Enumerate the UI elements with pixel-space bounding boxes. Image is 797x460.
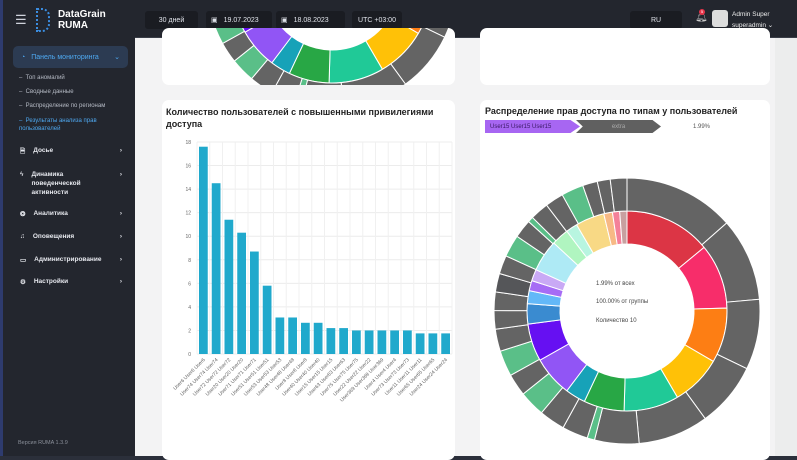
notification-badge: 5: [699, 9, 705, 15]
period-select[interactable]: 30 дней: [145, 11, 198, 29]
center-share-group: 100.00% от группы: [596, 299, 649, 305]
app-title: DataGrain RUMA: [57, 9, 106, 31]
bell-icon: ♫: [20, 233, 25, 240]
gear-icon: ⚙: [20, 279, 26, 286]
card-title: Распределение прав доступа по типам у по…: [485, 106, 738, 116]
bar[interactable]: [275, 317, 285, 354]
bar[interactable]: [288, 317, 297, 354]
y-tick-label: 8: [188, 258, 191, 264]
sidebar-item-admin[interactable]: ▭ Администрирование ›: [20, 256, 122, 264]
y-tick-label: 16: [185, 164, 191, 170]
bar[interactable]: [250, 251, 259, 354]
inner-segment[interactable]: [233, 28, 274, 33]
bar[interactable]: [313, 322, 323, 354]
bar[interactable]: [199, 146, 208, 354]
y-tick-label: 12: [185, 211, 191, 217]
timezone-select[interactable]: UTC +03:00: [352, 11, 402, 29]
file-icon: 🗎: [20, 148, 26, 155]
outer-segment[interactable]: [213, 28, 246, 45]
main-content: Количество пользователей с повышенными п…: [135, 28, 775, 460]
outer-segment[interactable]: [609, 177, 628, 213]
chevron-down-icon: ⌄: [114, 54, 120, 61]
sunburst-chart: [493, 177, 761, 445]
bar[interactable]: [301, 322, 310, 354]
bar[interactable]: [377, 330, 387, 354]
sidebar-item-monitoring[interactable]: ◔ Панель мониторинга ⌄: [13, 46, 128, 68]
y-tick-label: 10: [185, 234, 191, 240]
language-select[interactable]: RU: [630, 11, 682, 29]
bar[interactable]: [326, 328, 336, 354]
activity-icon: ϟ: [20, 171, 24, 178]
center-share-all: 1.99% от всех: [596, 281, 635, 287]
rights-distribution-card: Распределение прав доступа по типам у по…: [480, 100, 770, 460]
bar[interactable]: [237, 232, 246, 354]
pie-chart-icon: ◔: [21, 53, 26, 61]
y-tick-label: 2: [188, 328, 191, 334]
subitem-rights-analysis[interactable]: – Результаты анализа прав пользователей: [19, 118, 97, 132]
bar[interactable]: [262, 285, 272, 354]
partial-donut-chart: [213, 28, 450, 85]
y-tick-label: 6: [188, 281, 191, 287]
privileged-users-card: Количество пользователей с повышенными п…: [162, 100, 455, 460]
bar[interactable]: [428, 333, 438, 354]
y-tick-label: 14: [185, 187, 191, 193]
user-menu[interactable]: Admin Super superadmin ⌄: [732, 11, 774, 29]
breadcrumb-item[interactable]: extra: [576, 120, 661, 133]
logo-icon: [36, 8, 50, 32]
bar[interactable]: [211, 183, 221, 354]
bar[interactable]: [390, 330, 399, 354]
outer-segment[interactable]: [340, 63, 407, 85]
breadcrumb-item[interactable]: User15 User15 User15: [485, 120, 580, 133]
analytics-icon: ❂: [20, 211, 26, 218]
card-title: Количество пользователей с повышенными п…: [166, 107, 434, 129]
logo: ☰ DataGrain RUMA: [15, 8, 135, 32]
date-from-input[interactable]: ▣ 19.07.2023: [206, 11, 272, 29]
sidebar-item-dossier[interactable]: 🗎 Досье ›: [20, 147, 122, 158]
version-label: Версия RUMA 1.3.9: [18, 440, 68, 446]
subitem-summary[interactable]: – Сводные данные: [19, 89, 74, 95]
avatar[interactable]: [712, 10, 728, 27]
bar[interactable]: [339, 328, 348, 354]
bar[interactable]: [364, 330, 374, 354]
bar[interactable]: [224, 219, 234, 354]
calendar-icon: ▣: [211, 17, 218, 24]
y-tick-label: 0: [188, 352, 191, 358]
bar[interactable]: [403, 330, 412, 354]
sidebar-item-analytics[interactable]: ❂ Аналитика ›: [20, 210, 122, 218]
scrollbar[interactable]: [775, 38, 797, 456]
breadcrumb: User15 User15 User15 extra 1.99%: [485, 120, 710, 133]
top-chart-card: [162, 28, 455, 85]
top-right-card: [480, 28, 770, 85]
date-to-input[interactable]: ▣ 18.08.2023: [276, 11, 345, 29]
subitem-top-anomalies[interactable]: – Топ аномалий: [19, 75, 65, 81]
bar[interactable]: [352, 330, 361, 354]
breadcrumb-percent: 1.99%: [693, 123, 711, 130]
bar[interactable]: [415, 333, 425, 354]
menu-icon[interactable]: ☰: [15, 12, 27, 27]
sidebar-item-label: Панель мониторинга: [31, 53, 99, 61]
monitor-icon: ▭: [20, 257, 27, 264]
y-tick-label: 18: [185, 140, 191, 146]
y-tick-label: 4: [188, 305, 191, 311]
sidebar-item-settings[interactable]: ⚙ Настройки ›: [20, 278, 122, 286]
bell-icon[interactable]: 🔔︎ 5: [695, 9, 708, 23]
bar[interactable]: [441, 333, 450, 354]
sidebar: ☰ DataGrain RUMA ◔ Панель мониторинга ⌄ …: [0, 0, 135, 456]
sidebar-item-alerts[interactable]: ♫ Оповещения ›: [20, 233, 122, 240]
center-count: Количество 10: [596, 318, 637, 324]
sidebar-item-dynamics[interactable]: ϟ Динамика поведенческой активности ›: [20, 171, 122, 196]
calendar-icon: ▣: [281, 17, 288, 24]
subitem-regions[interactable]: – Распределение по регионам: [19, 103, 106, 109]
